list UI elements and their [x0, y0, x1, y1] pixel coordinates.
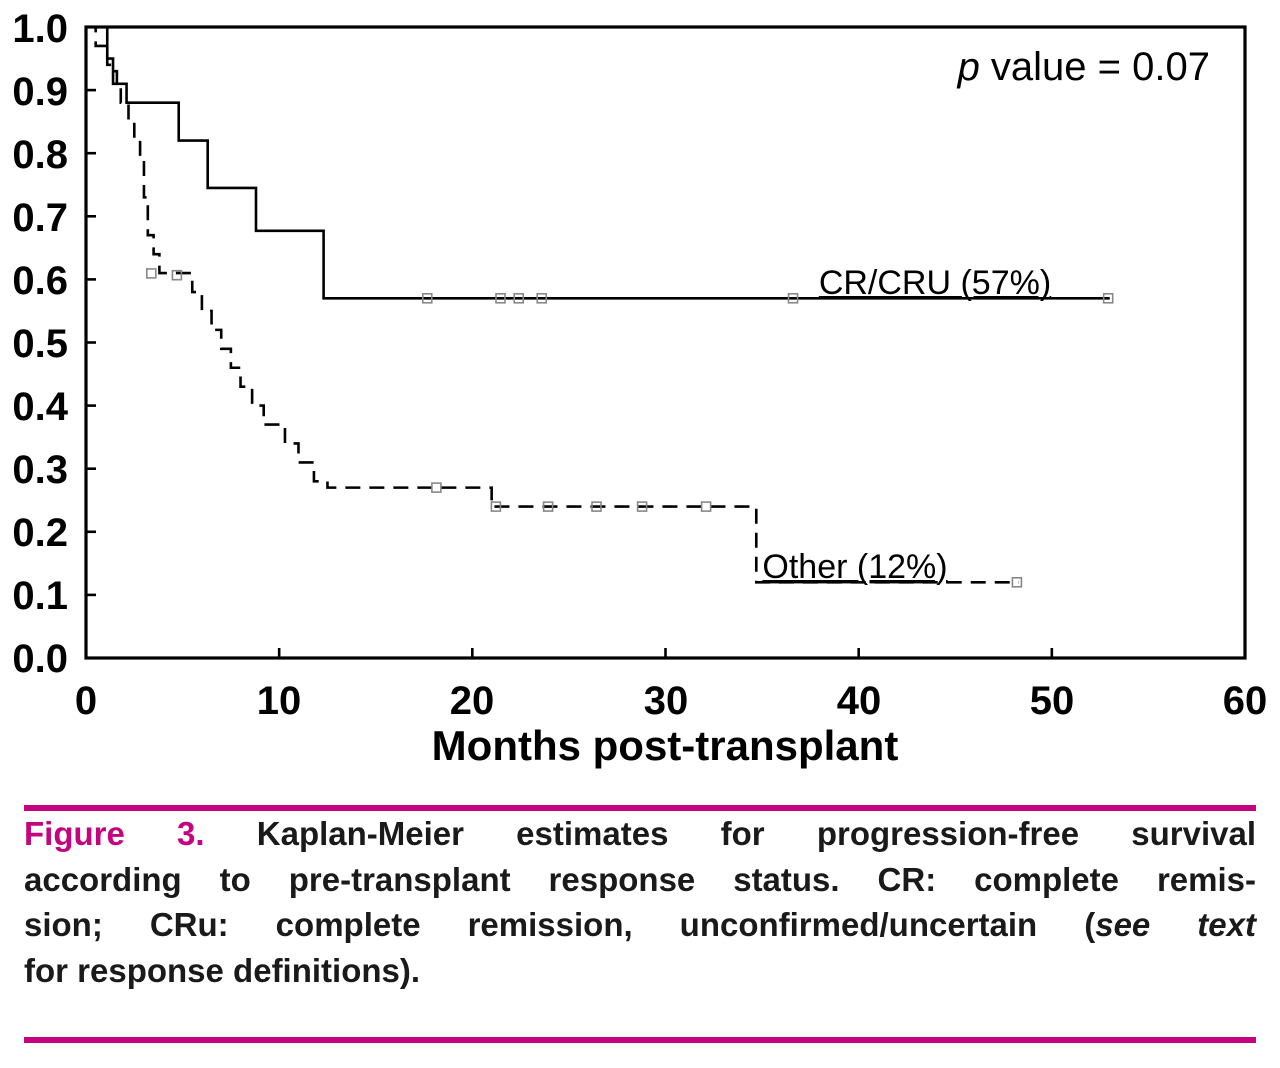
svg-text:40: 40	[837, 679, 882, 723]
svg-text:Months post-transplant: Months post-transplant	[432, 722, 899, 769]
svg-text:10: 10	[257, 679, 302, 723]
svg-text:0.9: 0.9	[12, 70, 68, 114]
svg-text:0.8: 0.8	[12, 133, 68, 177]
svg-text:0.6: 0.6	[12, 259, 68, 303]
svg-text:0.7: 0.7	[12, 196, 68, 240]
svg-text:0.2: 0.2	[12, 511, 68, 555]
svg-text:0.1: 0.1	[12, 574, 68, 618]
svg-text:50: 50	[1030, 679, 1075, 723]
svg-text:30: 30	[644, 679, 689, 723]
svg-text:0.5: 0.5	[12, 322, 68, 366]
svg-text:20: 20	[450, 679, 495, 723]
svg-text:0: 0	[75, 679, 97, 723]
svg-text:p value = 0.07: p value = 0.07	[957, 45, 1210, 89]
svg-text:0.3: 0.3	[12, 448, 68, 492]
svg-text:Other (12%): Other (12%)	[762, 548, 947, 586]
svg-text:1.0: 1.0	[12, 7, 68, 51]
svg-text:0.4: 0.4	[12, 385, 68, 429]
svg-text:0.0: 0.0	[12, 637, 68, 681]
svg-text:CR/CRU (57%): CR/CRU (57%)	[819, 264, 1051, 302]
svg-text:60: 60	[1223, 679, 1268, 723]
